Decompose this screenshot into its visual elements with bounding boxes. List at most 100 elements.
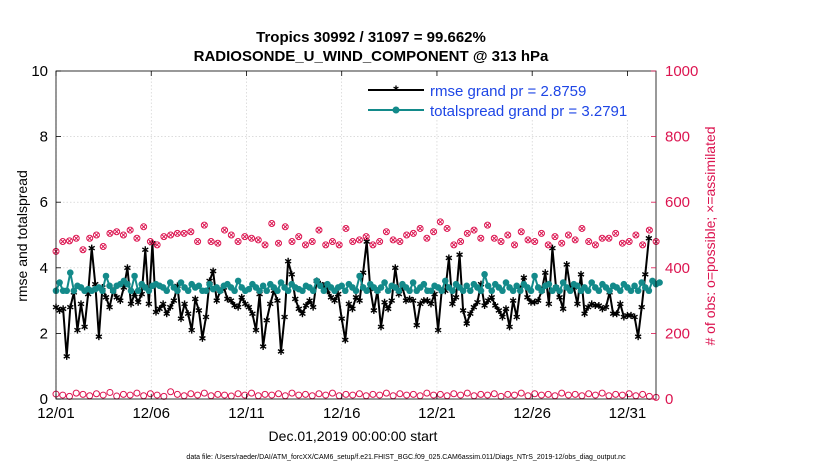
obs-obs-point [180,229,188,237]
obs-obs-point [430,228,438,236]
rmse-point [166,303,174,311]
y-right-tick-label: 800 [665,129,690,146]
obs-obs-point [531,390,539,398]
obs-obs-point [606,235,612,241]
totalspread-point [316,282,324,290]
obs-obs-point [370,242,376,248]
obs-obs-point [613,230,619,236]
rmse-point [495,306,503,314]
obs-obs-point [572,237,578,243]
totalspread-point [420,280,428,288]
rmse-point [377,323,385,331]
obs-obs-point [242,234,248,240]
rmse-point [545,300,553,308]
rmse-point [241,300,249,308]
obs-obs-point [99,242,107,250]
totalspread-point [299,287,306,295]
rmse-point [281,313,288,321]
obs-obs-point [559,240,565,246]
rmse-point [370,306,378,314]
obs-obs-point [645,226,653,234]
obs-obs-point [463,389,471,397]
x-tick-label: 12/01 [37,405,75,422]
totalspread-point [99,287,106,295]
rmse-point [534,297,542,305]
obs-obs-point [322,241,330,249]
obs-obs-point [450,390,458,398]
rmse-point [456,251,463,259]
totalspread-point [206,280,213,288]
rmse-point [199,334,206,342]
totalspread-point [352,287,360,295]
obs-obs-point [410,230,416,236]
obs-obs-point [173,390,181,398]
rmse-point [213,297,221,305]
obs-obs-point [532,239,538,245]
obs-obs-point [544,390,552,398]
rmse-point [252,326,260,334]
rmse-point [81,323,88,331]
obs-obs-point [362,233,370,241]
obs-obs-point [119,390,127,398]
rmse-point [266,300,274,308]
y-right-tick-label: 1000 [665,63,698,80]
obs-obs-point [234,390,242,398]
obs-obs-point [511,242,518,248]
totalspread-point [381,279,388,286]
obs-obs-point [484,391,492,399]
obs-obs-point [281,223,289,231]
obs-obs-point [86,234,94,242]
obs-obs-point [173,229,181,237]
totalspread-point [363,287,371,295]
obs-obs-point [160,233,168,241]
totalspread-point [134,287,142,295]
totalspread-point [484,282,492,290]
legend-rmse-label: rmse grand pr = 2.8759 [430,83,586,100]
rmse-point [234,303,242,311]
totalspread-point [595,287,603,295]
rmse-point [413,321,421,329]
rmse-point [77,300,85,308]
rmse-point [524,293,531,301]
rmse-point [559,305,567,313]
totalspread-point [184,287,192,295]
obs-obs-point [329,239,336,245]
obs-obs-point [146,390,154,398]
obs-obs-point [484,222,491,228]
totalspread-point [488,287,496,295]
y-right-tick-label: 200 [665,325,690,342]
obs-obs-point [471,227,477,233]
obs-obs-point [531,238,539,246]
obs-obs-point [301,390,309,398]
totalspread-point [66,269,74,277]
obs-obs-point [296,234,302,240]
obs-obs-point [396,238,404,246]
rmse-point [188,326,196,334]
obs-obs-point [208,239,214,245]
rmse-point [459,306,467,314]
obs-obs-point [295,233,303,241]
totalspread-point [406,287,413,295]
obs-obs-point [100,243,106,250]
obs-obs-point [309,239,315,245]
obs-obs-point [490,390,498,398]
rmse-point [59,305,67,313]
x-tick-label: 12/31 [609,405,647,422]
obs-obs-point [457,391,465,399]
rmse-point [245,303,253,311]
obs-obs-point [167,388,175,396]
obs-obs-point [65,237,73,245]
obs-obs-point [618,239,626,247]
totalspread-point [256,287,263,295]
rmse-point [309,303,317,311]
obs-obs-point [612,229,620,237]
rmse-point [409,297,417,305]
obs-obs-point [416,224,424,232]
obs-obs-point [134,235,140,241]
obs-obs-point [618,391,626,399]
obs-obs-point [639,241,647,249]
rmse-point [641,270,649,278]
totalspread-point [656,279,663,286]
totalspread-point [163,287,171,295]
